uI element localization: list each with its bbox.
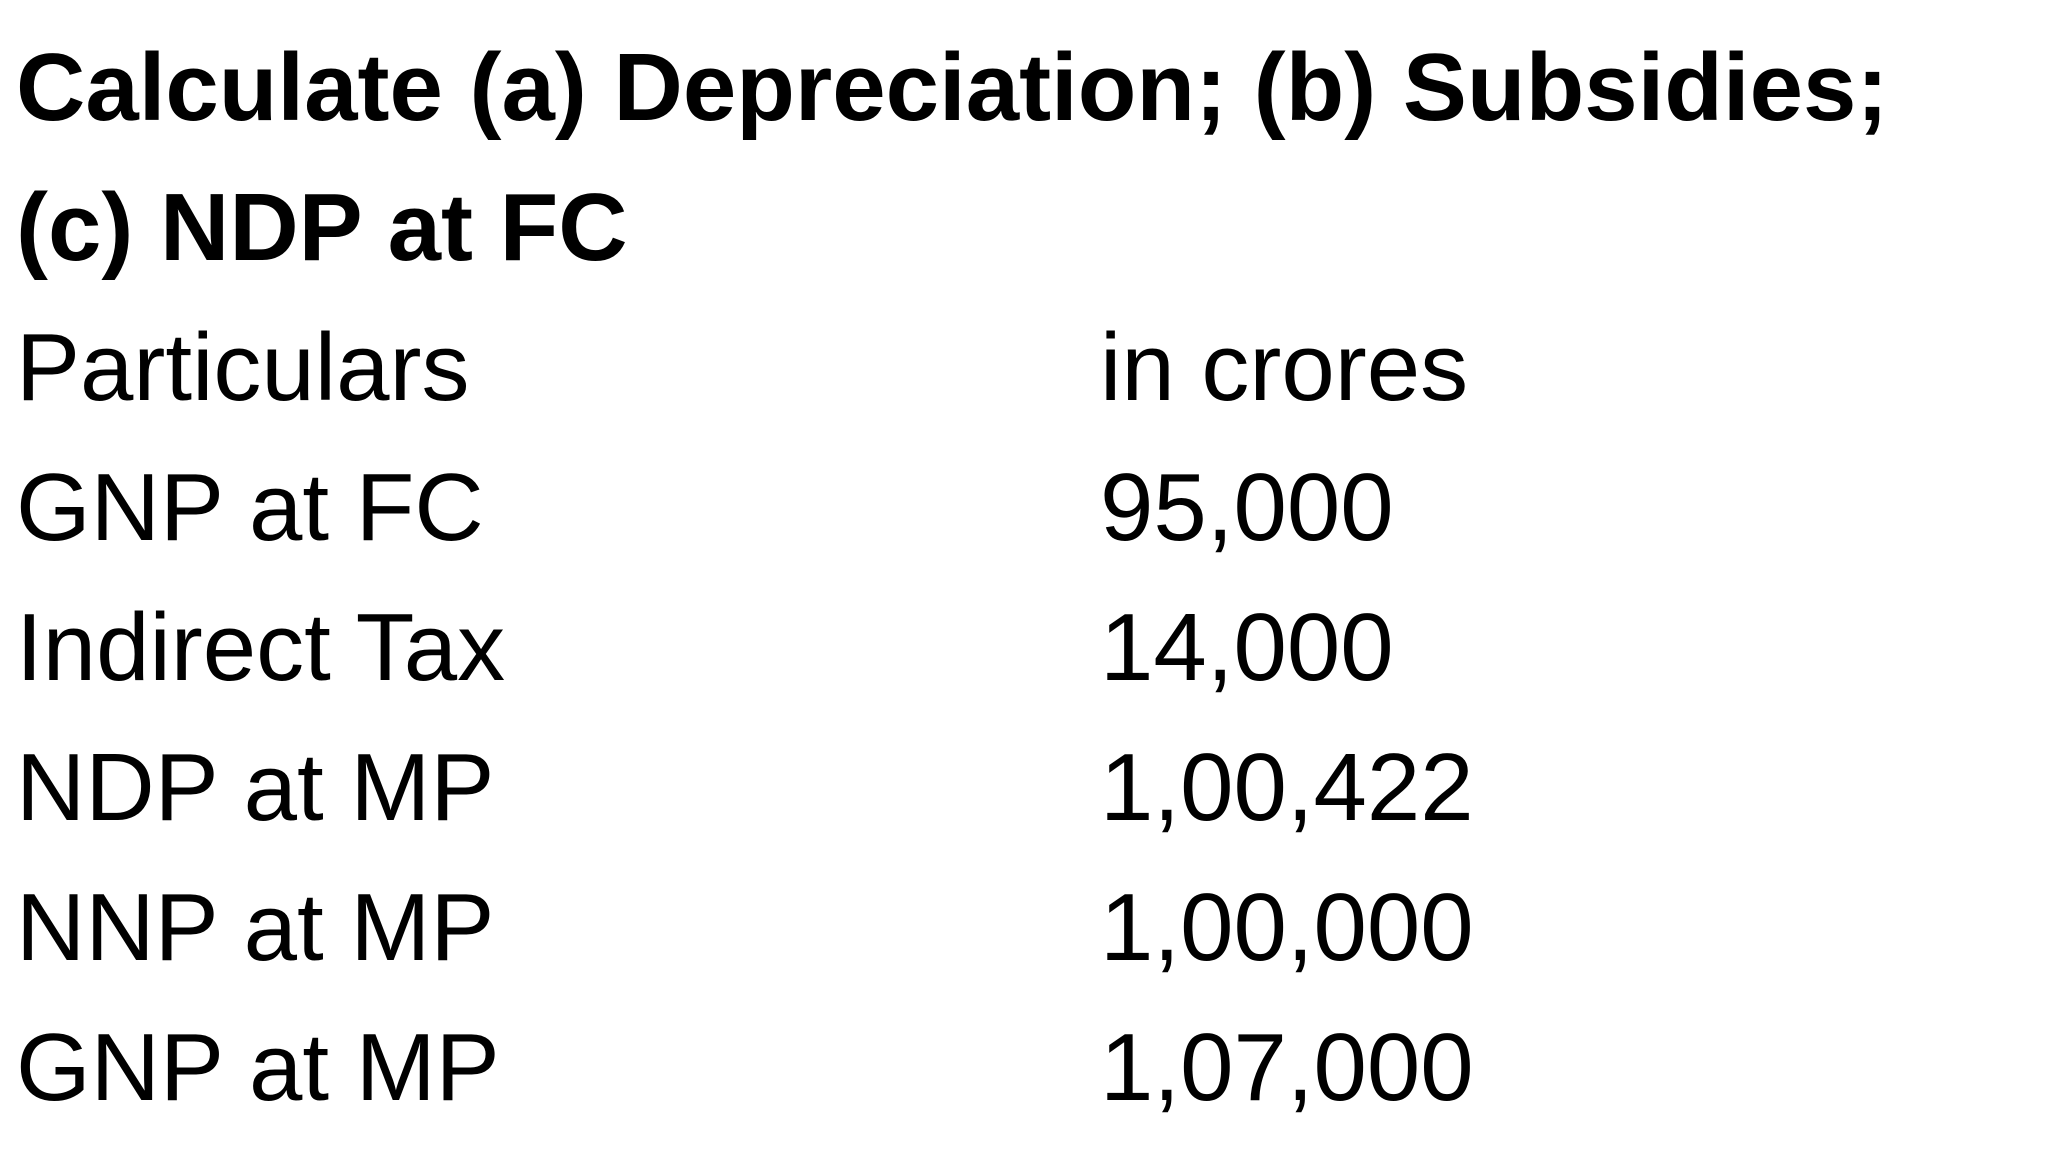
row-label: GNP at FC	[16, 454, 484, 561]
row-value: 1,00,422	[1100, 734, 1474, 841]
row-value: 95,000	[1100, 454, 1394, 561]
table-row: NNP at MP 1,00,000	[16, 858, 2016, 998]
slide: Calculate (a) Depreciation; (b) Subsidie…	[16, 18, 2016, 1138]
table-row: GNP at FC 95,000	[16, 438, 2016, 578]
row-label: NDP at MP	[16, 734, 495, 841]
column-header-unit: in crores	[1100, 314, 1469, 421]
row-label: GNP at MP	[16, 1014, 500, 1121]
particulars-table: Particulars in crores GNP at FC 95,000 I…	[16, 298, 2016, 1138]
row-label: NNP at MP	[16, 874, 495, 981]
question-line-1: Calculate (a) Depreciation; (b) Subsidie…	[16, 34, 1889, 141]
row-value: 14,000	[1100, 594, 1394, 701]
column-header-particulars: Particulars	[16, 314, 470, 421]
question-title: Calculate (a) Depreciation; (b) Subsidie…	[16, 18, 2016, 298]
table-row: NDP at MP 1,00,422	[16, 718, 2016, 858]
row-value: 1,00,000	[1100, 874, 1474, 981]
table-header-row: Particulars in crores	[16, 298, 2016, 438]
row-value: 1,07,000	[1100, 1014, 1474, 1121]
table-row: Indirect Tax 14,000	[16, 578, 2016, 718]
row-label: Indirect Tax	[16, 594, 506, 701]
question-line-2: (c) NDP at FC	[16, 174, 628, 281]
table-row: GNP at MP 1,07,000	[16, 998, 2016, 1138]
